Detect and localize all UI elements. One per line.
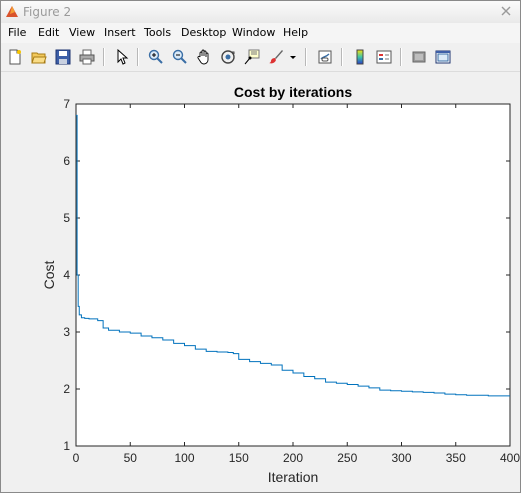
legend-button[interactable] bbox=[374, 47, 394, 67]
cost-series-line bbox=[76, 114, 510, 397]
edit-plot-button[interactable] bbox=[112, 47, 132, 67]
x-tick-label: 250 bbox=[337, 451, 357, 465]
data-cursor-icon bbox=[244, 49, 260, 65]
brush-dropdown-button[interactable] bbox=[288, 47, 298, 67]
zoom-in-button[interactable] bbox=[146, 47, 166, 67]
menu-desktop[interactable]: Desktop bbox=[181, 26, 227, 39]
cost-chart[interactable]: 0 50 100 150 200 250 300 350 400 1 2 3 4 5 6 7 Cost by… bbox=[1, 72, 520, 492]
menu-window[interactable]: Window bbox=[232, 26, 276, 39]
figure-canvas: 0 50 100 150 200 250 300 350 400 1 2 3 4 5 6 7 Cost by… bbox=[1, 72, 520, 492]
x-tick-label: 50 bbox=[124, 451, 138, 465]
data-cursor-button[interactable] bbox=[242, 47, 262, 67]
x-tick-label: 200 bbox=[283, 451, 303, 465]
rotate-3d-button[interactable] bbox=[218, 47, 238, 67]
save-icon bbox=[55, 49, 71, 65]
close-window-icon[interactable] bbox=[497, 4, 515, 18]
menu-insert[interactable]: Insert bbox=[104, 26, 136, 39]
link-plot-icon bbox=[318, 50, 332, 64]
y-tick-label: 5 bbox=[63, 211, 70, 225]
pointer-icon bbox=[117, 49, 129, 65]
y-tick-label: 4 bbox=[63, 268, 70, 282]
x-tick-label: 400 bbox=[500, 451, 520, 465]
y-tick-label: 2 bbox=[63, 382, 70, 396]
hide-plot-tools-button[interactable] bbox=[409, 47, 429, 67]
pan-hand-icon bbox=[197, 49, 209, 65]
rotate-3d-icon bbox=[221, 50, 235, 64]
y-axis-label: Cost bbox=[41, 261, 57, 290]
y-tick-label: 7 bbox=[63, 97, 70, 111]
x-axis-label: Iteration bbox=[268, 469, 319, 485]
x-tick-label: 300 bbox=[391, 451, 411, 465]
menu-file[interactable]: File bbox=[8, 26, 27, 39]
menu-edit[interactable]: Edit bbox=[38, 26, 60, 39]
axes-area[interactable] bbox=[75, 103, 511, 447]
colorbar-button[interactable] bbox=[350, 47, 370, 67]
menu-help[interactable]: Help bbox=[283, 26, 309, 39]
new-figure-icon bbox=[9, 49, 21, 65]
window-title: Figure 2 bbox=[23, 5, 72, 19]
y-tick-label: 3 bbox=[63, 325, 70, 339]
zoom-in-icon bbox=[148, 49, 163, 64]
brush-button[interactable] bbox=[266, 47, 286, 67]
zoom-out-icon bbox=[172, 49, 187, 64]
open-file-button[interactable] bbox=[29, 47, 49, 67]
link-plot-button[interactable] bbox=[315, 47, 335, 67]
open-file-icon bbox=[31, 52, 47, 64]
brush-dropdown-icon bbox=[290, 56, 296, 59]
pan-button[interactable] bbox=[194, 47, 214, 67]
toolbar-separator bbox=[341, 48, 343, 66]
legend-icon bbox=[376, 50, 392, 64]
colorbar-icon bbox=[356, 49, 364, 65]
show-plot-tools-icon bbox=[435, 50, 451, 64]
toolbar-separator bbox=[400, 48, 402, 66]
toolbar-separator bbox=[305, 48, 307, 66]
brush-icon bbox=[269, 50, 283, 64]
title-bar[interactable]: Figure 2 bbox=[1, 1, 520, 24]
x-tick-label: 0 bbox=[73, 451, 80, 465]
menu-tools[interactable]: Tools bbox=[144, 26, 172, 39]
y-tick-label: 6 bbox=[63, 154, 70, 168]
toolbar-separator bbox=[103, 48, 105, 66]
chart-title: Cost by iterations bbox=[234, 84, 352, 100]
x-tick-label: 150 bbox=[229, 451, 249, 465]
x-tick-label: 100 bbox=[174, 451, 194, 465]
save-button[interactable] bbox=[53, 47, 73, 67]
x-tick-label: 350 bbox=[446, 451, 466, 465]
print-button[interactable] bbox=[77, 47, 97, 67]
new-figure-button[interactable] bbox=[5, 47, 25, 67]
figure-toolbar bbox=[1, 43, 520, 72]
y-tick-label: 1 bbox=[63, 439, 70, 453]
toolbar-separator bbox=[137, 48, 139, 66]
show-plot-tools-button[interactable] bbox=[433, 47, 453, 67]
x-ticks: 0 50 100 150 200 250 300 350 400 bbox=[73, 104, 520, 465]
print-icon bbox=[79, 49, 95, 65]
menu-view[interactable]: View bbox=[69, 26, 96, 39]
menu-bar: File Edit View Insert Tools Desktop Wind… bbox=[1, 23, 520, 43]
matlab-icon bbox=[6, 6, 18, 17]
hide-plot-tools-icon bbox=[412, 51, 426, 63]
zoom-out-button[interactable] bbox=[170, 47, 190, 67]
